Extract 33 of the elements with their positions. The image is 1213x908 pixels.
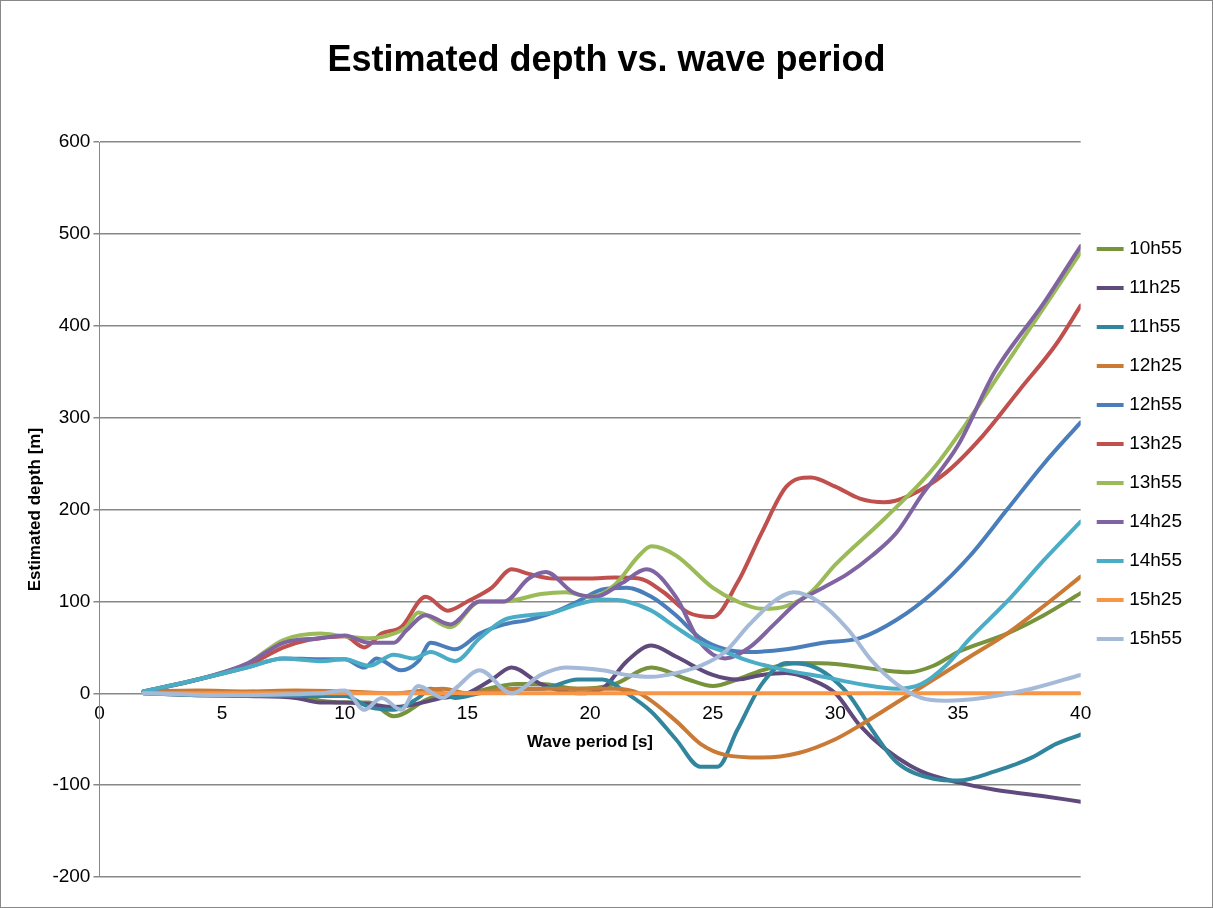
y-tick-label: -100 (52, 773, 91, 795)
x-tick-label: 20 (579, 701, 601, 723)
legend-label: 12h25 (1129, 354, 1183, 376)
x-tick-label: 10 (334, 701, 356, 723)
x-tick-label: 30 (824, 701, 846, 723)
legend-label: 13h25 (1129, 432, 1183, 454)
y-tick-label: 600 (58, 130, 91, 152)
x-tick-label: 25 (702, 701, 724, 723)
y-tick-label: 500 (58, 222, 91, 244)
legend-label: 14h55 (1129, 549, 1183, 571)
legend-label: 13h55 (1129, 471, 1183, 493)
y-tick-label: 0 (79, 681, 91, 703)
x-tick-label: 15 (456, 701, 478, 723)
legend-label: 10h55 (1129, 237, 1183, 259)
legend-label: 11h55 (1129, 315, 1181, 337)
legend-label: 11h25 (1129, 276, 1181, 298)
x-tick-label: 0 (94, 701, 105, 723)
y-axis-title: Estimated depth [m] (24, 427, 44, 592)
x-axis-title: Wave period [s] (527, 731, 654, 751)
line-series (141, 519, 1081, 694)
y-tick-label: 300 (58, 405, 91, 427)
x-tick-label: 35 (947, 701, 969, 723)
legend-label: 15h25 (1129, 588, 1183, 610)
legend-label: 12h55 (1129, 393, 1183, 415)
x-tick-label: 5 (216, 701, 228, 723)
chart-title: Estimated depth vs. wave period (327, 37, 886, 79)
legend-label: 15h55 (1129, 627, 1183, 649)
y-tick-label: 400 (58, 314, 91, 336)
x-tick-label: 40 (1070, 701, 1092, 723)
legend-label: 14h25 (1129, 510, 1183, 532)
y-tick-label: 200 (58, 497, 91, 519)
y-tick-label: -200 (52, 865, 91, 887)
y-tick-label: 100 (58, 589, 91, 611)
